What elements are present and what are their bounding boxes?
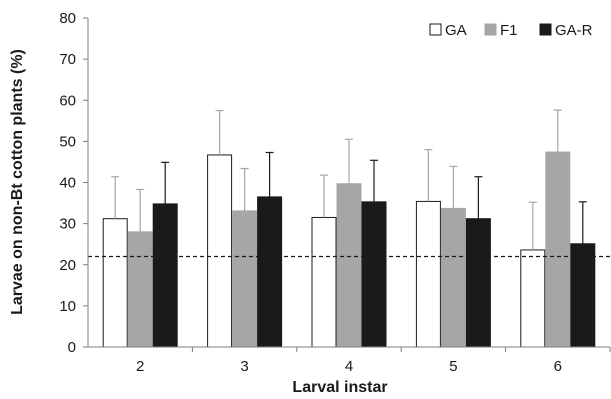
bar-ga-r-2 <box>152 203 178 348</box>
legend-swatch-ga-r <box>539 23 552 36</box>
y-tick-label: 40 <box>59 175 76 192</box>
y-tick-label: 20 <box>59 257 76 274</box>
bar-f1-2 <box>127 231 153 348</box>
axes: 0 10 20 30 40 50 60 70 80 2 3 4 5 6 <box>59 10 611 375</box>
x-tick-label: 5 <box>449 358 457 375</box>
legend-swatch-ga <box>429 23 442 36</box>
bar-ga-r-6 <box>570 243 596 348</box>
legend-label-ga-r: GA-R <box>555 22 593 39</box>
legend: GA F1 GA-R <box>429 22 593 39</box>
bar-f1-3 <box>232 210 258 348</box>
x-tick-label: 2 <box>136 358 144 375</box>
legend-label-f1: F1 <box>500 22 518 39</box>
bar-ga-2 <box>102 218 128 348</box>
x-tick-label: 6 <box>554 358 562 375</box>
legend-label-ga: GA <box>445 22 467 39</box>
y-tick-label: 10 <box>59 298 76 315</box>
y-tick-label: 80 <box>59 10 76 27</box>
bar-f1-6 <box>545 151 571 348</box>
bar-ga-3 <box>207 154 233 348</box>
y-tick-label: 30 <box>59 216 76 233</box>
bar-f1-4 <box>336 183 362 348</box>
y-axis-title: Larvae on non-Bt cotton plants (%) <box>9 49 26 315</box>
bars <box>88 109 610 348</box>
bar-ga-6 <box>520 249 546 348</box>
bar-ga-r-4 <box>361 201 387 348</box>
y-tick-label: 0 <box>68 339 76 356</box>
y-tick-label: 70 <box>59 51 76 68</box>
legend-swatch-f1 <box>484 23 497 36</box>
bar-f1-5 <box>440 207 466 348</box>
bar-ga-r-3 <box>257 196 283 348</box>
bar-ga-r-5 <box>465 218 491 348</box>
bar-ga-5 <box>415 200 441 348</box>
bar-ga-4 <box>311 216 337 348</box>
y-tick-label: 60 <box>59 92 76 109</box>
x-axis-title: Larval instar <box>292 379 387 396</box>
y-tick-label: 50 <box>59 133 76 150</box>
x-tick-label: 4 <box>345 358 353 375</box>
x-tick-label: 3 <box>240 358 248 375</box>
